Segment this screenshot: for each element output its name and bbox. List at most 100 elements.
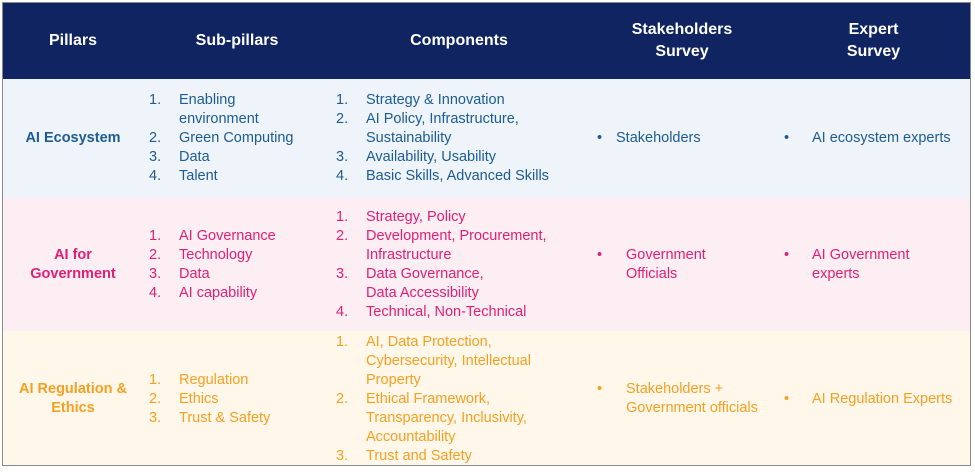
bullet-icon: •: [784, 246, 790, 263]
item-text: Ethical Framework, Transparency, Inclusi…: [366, 390, 527, 445]
item-number: 1.: [336, 333, 349, 350]
item-text: Green Computing: [179, 130, 294, 146]
item-number: 3.: [149, 265, 162, 282]
pillar-cell: AI for Government: [3, 198, 143, 331]
list-item: • Government Officials: [597, 246, 782, 284]
pillar-name-line2: Government: [30, 265, 116, 282]
header-expert-line2: Survey: [846, 43, 901, 60]
item-text: Availability, Usability: [366, 149, 497, 165]
list-item: 1. AI Governance: [149, 227, 339, 246]
list-item: 1. Strategy & Innovation: [336, 91, 584, 110]
list-item: 2. Technology: [149, 246, 339, 265]
item-text: Technology: [179, 246, 253, 263]
item-number: 2.: [336, 111, 349, 127]
bullet-icon: •: [784, 390, 790, 407]
item-text: AI Policy, Infrastructure, Sustainabilit…: [366, 111, 519, 146]
pillar-name-line1: AI for: [54, 246, 92, 263]
item-text: Government Officials: [626, 246, 706, 282]
pillar-cell: AI Ecosystem: [3, 79, 143, 198]
item-text: Stakeholders: [616, 130, 701, 146]
table-row-ai-for-government: AI for Government 1. AI Governance 2. Tech…: [3, 198, 970, 331]
list-item: 2. AI Policy, Infrastructure, Sustainabil…: [336, 110, 584, 148]
table-header: Pillars Sub-pillars Components Stakehold…: [3, 3, 970, 79]
item-text: Technical, Non-Technical: [366, 303, 527, 320]
item-number: 3.: [336, 265, 349, 282]
item-text: AI Regulation Experts: [812, 390, 953, 407]
bullet-icon: •: [597, 130, 603, 146]
list-item: 4. AI capability: [149, 284, 339, 303]
header-stakeholders-survey: Stakeholders Survey: [587, 3, 777, 79]
list-item: 3. Availability, Usability: [336, 148, 584, 167]
pillar-name-line2: Ethics: [51, 400, 95, 416]
table-row-ai-ecosystem: AI Ecosystem 1. Enabling environment 2. Gr…: [3, 79, 970, 198]
header-stakeholders-line1: Stakeholders: [631, 21, 733, 38]
pillars-table: Pillars Sub-pillars Components Stakehold…: [2, 2, 971, 466]
list-item: 3. Data: [149, 265, 339, 284]
item-number: 1.: [149, 92, 162, 108]
item-number: 2.: [336, 227, 349, 244]
stakeholders-cell: • Stakeholders + Government officials: [597, 331, 782, 465]
header-stakeholders-line2: Survey: [655, 43, 709, 60]
pillar-name: AI Ecosystem: [25, 130, 121, 146]
item-number: 1.: [149, 227, 162, 244]
item-number: 2.: [149, 246, 162, 263]
item-number: 2.: [149, 390, 162, 407]
components-list: 1. AI, Data Protection, Cybersecurity, In…: [336, 331, 584, 466]
item-number: 4.: [336, 303, 349, 320]
header-pillars-label: Pillars: [48, 32, 98, 49]
item-number: 1.: [336, 92, 349, 108]
header-expert-survey: Expert Survey: [777, 3, 970, 79]
item-text: AI Government experts: [812, 246, 910, 282]
list-item: 3. Trust and Safety: [336, 447, 584, 466]
item-number: 3.: [149, 409, 162, 426]
item-text: Data: [179, 265, 210, 282]
list-item: 1. AI, Data Protection, Cybersecurity, In…: [336, 333, 584, 390]
item-text: AI capability: [179, 284, 258, 301]
list-item: 4. Talent: [149, 167, 339, 186]
list-item: 3. Data: [149, 148, 339, 167]
bullet-icon: •: [784, 130, 790, 146]
item-text: AI Governance: [179, 227, 276, 244]
list-item: 1. Regulation: [149, 371, 339, 390]
header-components-label: Components: [410, 32, 508, 49]
subpillars-list: 1. AI Governance 2. Technology 3. Data 4. AI…: [149, 198, 339, 331]
bullet-icon: •: [597, 246, 603, 263]
list-item: • Stakeholders: [597, 129, 782, 148]
list-item: 3. Data Governance, Data Accessibility: [336, 265, 584, 303]
item-number: 1.: [336, 208, 349, 225]
item-number: 4.: [336, 168, 349, 184]
list-item: • AI Regulation Experts: [784, 390, 970, 409]
stakeholders-cell: • Government Officials: [597, 198, 782, 331]
item-number: 3.: [149, 149, 162, 165]
list-item: 2. Ethics: [149, 390, 339, 409]
item-number: 3.: [336, 149, 349, 165]
list-item: • AI ecosystem experts: [784, 129, 970, 148]
item-number: 1.: [149, 371, 162, 388]
table-row-ai-regulation-ethics: AI Regulation & Ethics 1. Regulation 2. Et…: [3, 331, 970, 466]
item-number: 3.: [336, 447, 349, 464]
list-item: 1. Enabling environment: [149, 91, 339, 129]
header-components: Components: [331, 3, 587, 79]
header-pillars: Pillars: [3, 3, 143, 79]
item-text: AI, Data Protection, Cybersecurity, Inte…: [366, 333, 531, 388]
components-list: 1. Strategy, Policy 2. Development, Procur…: [336, 198, 584, 331]
list-item: 3. Trust & Safety: [149, 409, 339, 428]
item-number: 4.: [149, 284, 162, 301]
item-text: Data Governance, Data Accessibility: [366, 265, 484, 301]
item-text: Stakeholders + Government officials: [626, 381, 758, 416]
item-text: Talent: [179, 168, 218, 184]
experts-cell: • AI ecosystem experts: [784, 79, 970, 198]
experts-cell: • AI Government experts: [784, 198, 970, 331]
list-item: • Stakeholders + Government officials: [597, 380, 782, 418]
header-subpillars-label: Sub-pillars: [195, 32, 279, 49]
item-text: Development, Procurement, Infrastructure: [366, 227, 547, 263]
item-text: AI ecosystem experts: [812, 130, 951, 146]
list-item: 4. Technical, Non-Technical: [336, 303, 584, 322]
item-text: Trust & Safety: [179, 409, 271, 426]
item-text: Strategy & Innovation: [366, 92, 505, 108]
list-item: • AI Government experts: [784, 246, 970, 284]
list-item: 1. Strategy, Policy: [336, 208, 584, 227]
item-text: Basic Skills, Advanced Skills: [366, 168, 549, 184]
bullet-icon: •: [597, 381, 603, 397]
header-expert-line1: Expert: [848, 21, 899, 38]
